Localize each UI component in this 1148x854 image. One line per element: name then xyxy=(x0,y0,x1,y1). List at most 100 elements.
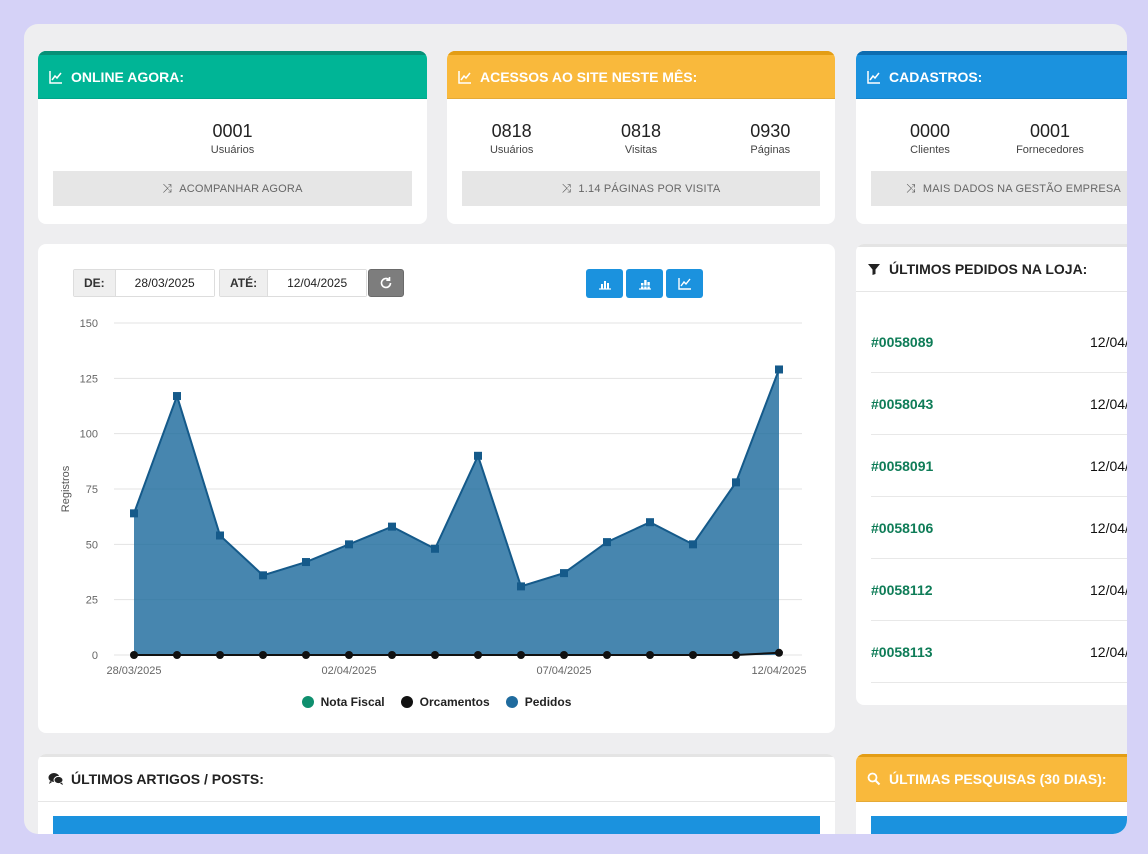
y-tick-label: 100 xyxy=(80,429,98,441)
order-id[interactable]: #0058106 xyxy=(871,519,934,536)
order-row[interactable]: #0058113 12/04/2025 xyxy=(871,621,1127,683)
orcamentos-point xyxy=(474,651,482,659)
pedidos-point xyxy=(603,538,611,547)
order-row[interactable]: #0058089 12/04/2025 xyxy=(871,311,1127,373)
pedidos-point xyxy=(259,571,267,580)
stacked-bar-button[interactable] xyxy=(626,269,663,298)
comments-icon xyxy=(48,771,64,787)
order-date: 12/04/2025 xyxy=(1090,395,1127,412)
stat-label: Clientes xyxy=(910,144,950,156)
orcamentos-point xyxy=(775,648,783,657)
date-to-label: ATÉ: xyxy=(220,270,269,296)
online-card-title: ONLINE AGORA: xyxy=(71,68,185,85)
pesquisas-card: ÚLTIMAS PESQUISAS (30 DIAS): xyxy=(856,754,1127,834)
orcamentos-point xyxy=(603,651,611,659)
refresh-button[interactable] xyxy=(368,269,404,297)
bar-chart-button[interactable] xyxy=(586,269,623,298)
orcamentos-point xyxy=(517,651,525,659)
order-date: 12/04/2025 xyxy=(1090,519,1127,536)
acessos-card-title: ACESSOS AO SITE NESTE MÊS: xyxy=(480,68,698,85)
chart-line-icon xyxy=(457,69,473,85)
pedidos-point xyxy=(560,569,568,578)
date-from-label: DE: xyxy=(74,270,116,296)
date-from-input[interactable]: 28/03/2025 xyxy=(115,270,214,296)
date-to-field: ATÉ: 12/04/2025 xyxy=(219,269,368,297)
orcamentos-point xyxy=(130,651,138,659)
y-tick-label: 50 xyxy=(86,539,98,551)
action-label: ACOMPANHAR AGORA xyxy=(179,182,303,195)
artigos-card: ÚLTIMOS ARTIGOS / POSTS: xyxy=(38,754,835,834)
orcamentos-point xyxy=(173,651,181,659)
stat-online-users: 0001 Usuários xyxy=(173,121,293,171)
stat-clientes: 0000 Clientes xyxy=(870,121,990,171)
pedidos-point xyxy=(517,582,525,591)
orcamentos-point xyxy=(732,651,740,659)
stat-paginas: 0930 Páginas xyxy=(710,121,830,171)
mais-dados-button[interactable]: ⤨ MAIS DADOS NA GESTÃO EMPRESA xyxy=(871,171,1127,206)
legend-label: Pedidos xyxy=(524,695,572,709)
order-date: 12/04/2025 xyxy=(1090,643,1127,660)
orders-card-title: ÚLTIMOS PEDIDOS NA LOJA: xyxy=(889,261,1088,277)
stat-visitas: 0818 Visitas xyxy=(581,121,701,171)
pedidos-point xyxy=(474,451,482,460)
order-id[interactable]: #0058089 xyxy=(871,333,934,350)
order-id[interactable]: #0058043 xyxy=(871,395,934,412)
order-row[interactable]: #0058043 12/04/2025 xyxy=(871,373,1127,435)
orders-list: #005808912/04/2025#005804312/04/2025#005… xyxy=(856,292,1127,683)
acessos-card: ACESSOS AO SITE NESTE MÊS: 0818 Usuários … xyxy=(447,51,835,224)
shuffle-icon: ⤨ xyxy=(162,181,173,195)
stat-fornecedores: 0001 Fornecedores xyxy=(990,121,1110,171)
artigos-blue-bar xyxy=(53,816,820,834)
x-tick-label: 07/04/2025 xyxy=(536,665,591,677)
order-id[interactable]: #0058091 xyxy=(871,457,934,474)
order-date: 12/04/2025 xyxy=(1090,581,1127,598)
order-row[interactable]: #0058091 12/04/2025 xyxy=(871,435,1127,497)
acessos-card-header: ACESSOS AO SITE NESTE MÊS: xyxy=(447,51,835,99)
pedidos-point xyxy=(216,531,224,540)
legend-item[interactable]: Orcamentos xyxy=(400,695,490,709)
cadastros-card-header: CADASTROS: xyxy=(856,51,1127,99)
y-tick-label: 125 xyxy=(80,373,98,385)
date-to-input[interactable]: 12/04/2025 xyxy=(268,270,367,296)
x-tick-label: 12/04/2025 xyxy=(751,665,806,677)
y-axis-label: Registros xyxy=(60,465,72,512)
orcamentos-point xyxy=(431,651,439,659)
orcamentos-point xyxy=(216,651,224,659)
search-icon xyxy=(866,771,882,787)
shuffle-icon: ⤨ xyxy=(906,181,916,195)
legend-dot xyxy=(301,696,314,708)
line-chart-button[interactable] xyxy=(666,269,703,298)
legend-dot xyxy=(400,696,413,708)
legend-label: Nota Fiscal xyxy=(320,695,385,709)
pedidos-point xyxy=(130,509,138,518)
order-row[interactable]: #0058106 12/04/2025 xyxy=(871,497,1127,559)
orcamentos-point xyxy=(560,651,568,659)
orcamentos-point xyxy=(345,651,353,659)
legend-item[interactable]: Nota Fiscal xyxy=(301,695,385,709)
chart-card: DE: 28/03/2025 ATÉ: 12/04/2025 0 25 50 75 10… xyxy=(38,244,835,733)
action-label: MAIS DADOS NA GESTÃO EMPRESA xyxy=(922,182,1121,195)
y-tick-label: 0 xyxy=(92,650,98,662)
orcamentos-point xyxy=(259,651,267,659)
order-row[interactable]: #0058112 12/04/2025 xyxy=(871,559,1127,621)
dashboard-frame: ONLINE AGORA: 0001 Usuários ⤨ ACOMPANHAR… xyxy=(24,24,1127,834)
action-label: 1.14 PÁGINAS POR VISITA xyxy=(578,182,721,195)
order-id[interactable]: #0058113 xyxy=(871,643,933,660)
pedidos-point xyxy=(431,544,439,553)
paginas-por-visita-button[interactable]: ⤨ 1.14 PÁGINAS POR VISITA xyxy=(462,171,820,206)
stat-label: Usuários xyxy=(210,144,255,156)
pedidos-area-chart: 0 25 50 75 100 125 150 Registros 28/03/2025 02/04… xyxy=(60,318,807,677)
date-from-field: DE: 28/03/2025 xyxy=(73,269,215,297)
filter-icon xyxy=(866,261,882,277)
order-date: 12/04/2025 xyxy=(1090,457,1127,474)
order-id[interactable]: #0058112 xyxy=(871,581,933,598)
line-chart-icon xyxy=(677,278,691,290)
y-tick-label: 75 xyxy=(86,484,98,496)
stat-value: 0000 xyxy=(909,121,951,141)
acompanhar-agora-button[interactable]: ⤨ ACOMPANHAR AGORA xyxy=(53,171,412,206)
pesquisas-card-header: ÚLTIMAS PESQUISAS (30 DIAS): xyxy=(856,754,1127,802)
stat-value: 0930 xyxy=(750,121,791,141)
legend-item[interactable]: Pedidos xyxy=(505,695,572,709)
order-date: 12/04/2025 xyxy=(1090,333,1127,350)
stat-value: 0001 xyxy=(1029,121,1071,141)
